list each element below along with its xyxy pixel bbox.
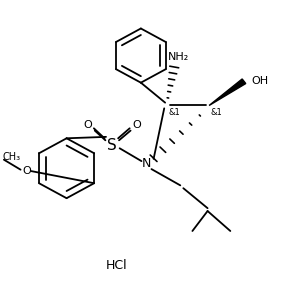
Text: &1: &1 [211,108,222,117]
Text: N: N [142,158,152,170]
Text: O: O [84,120,92,130]
Text: NH₂: NH₂ [168,52,189,62]
Text: S: S [107,138,117,153]
Text: CH₃: CH₃ [2,152,21,162]
Text: O: O [132,120,141,130]
Text: O: O [23,166,32,176]
Polygon shape [209,79,246,105]
Text: OH: OH [252,76,269,86]
Text: HCl: HCl [106,259,127,272]
Text: &1: &1 [168,108,180,117]
